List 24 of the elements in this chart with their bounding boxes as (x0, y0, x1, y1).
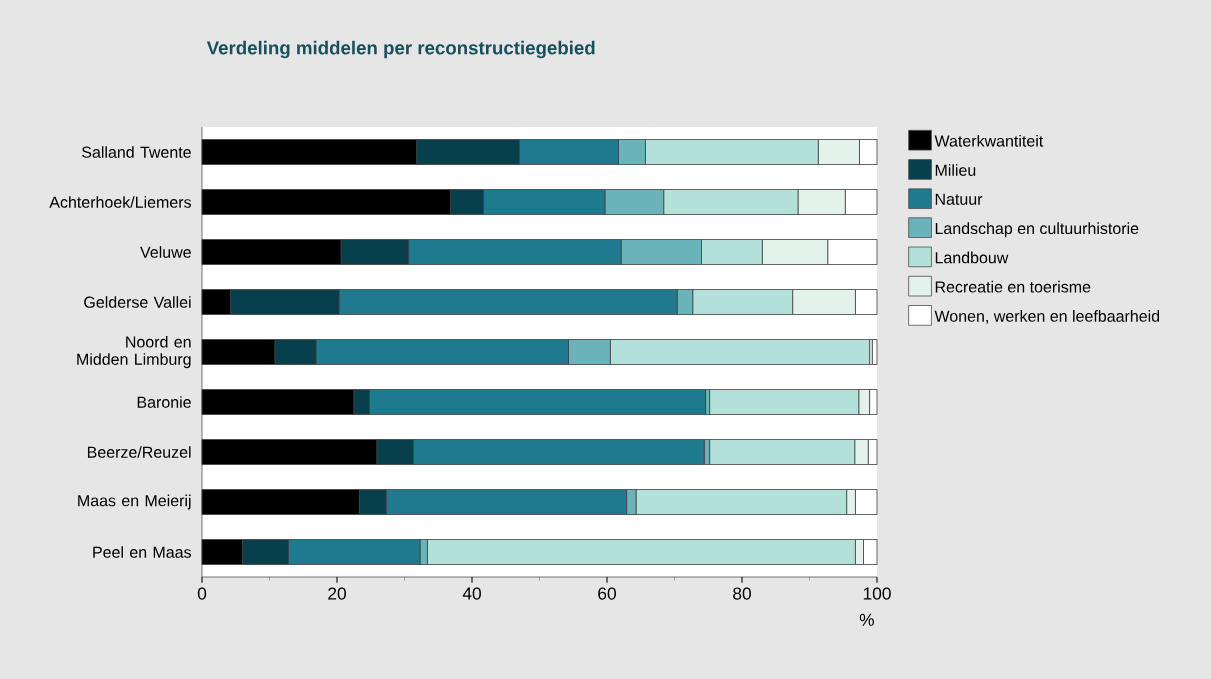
x-tick-label: 0 (197, 587, 207, 600)
legend-label: Milieu (935, 164, 976, 176)
x-tick-label: 100 (863, 587, 891, 600)
x-tick-label: 80 (733, 587, 751, 600)
x-tick-label: 40 (462, 587, 481, 600)
legend-label: Recreatie en toerisme (935, 280, 1091, 293)
y-tick-label: Achterhoek/Liemers (49, 196, 191, 208)
y-tick-label: Salland Twente (82, 146, 191, 158)
y-tick-label: Noord en Midden Limburg (77, 335, 191, 369)
y-tick-label: Peel en Maas (93, 546, 191, 558)
y-tick-label: Veluwe (140, 246, 191, 258)
x-tick-label: 60 (598, 587, 616, 600)
legend-label: Landbouw (935, 251, 1009, 264)
y-tick-label: Beerze/Reuzel (87, 446, 191, 458)
legend-label: Landschap en cultuurhistorie (935, 222, 1139, 238)
x-axis-title: % (859, 613, 874, 626)
chart-title: Verdeling middelen per reconstructiegebied (206, 40, 595, 59)
y-tick-label: Maas en Meierij (78, 494, 191, 510)
legend-label: Natuur (935, 193, 983, 205)
y-tick-label: Baronie (137, 396, 191, 408)
legend-label: Wonen, werken en leefbaarheid (934, 310, 1160, 324)
legend-label: Waterkwantiteit (934, 134, 1044, 147)
x-tick-label: 20 (328, 587, 346, 600)
y-tick-label: Gelderse Vallei (84, 296, 191, 308)
